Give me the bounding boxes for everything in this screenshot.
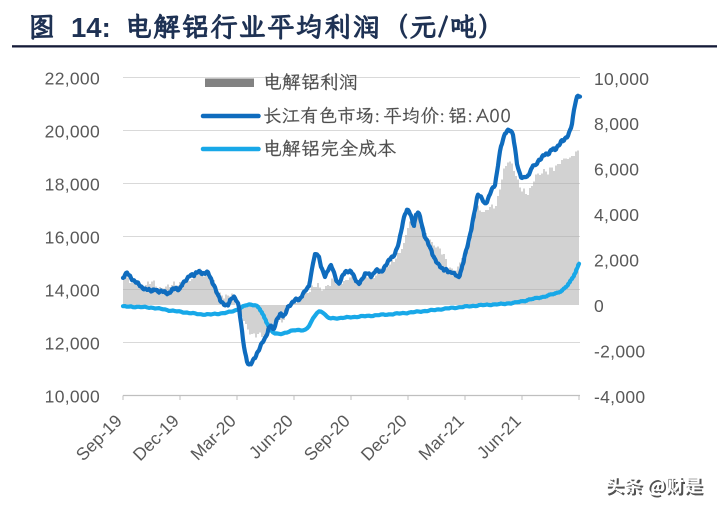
svg-text:16,000: 16,000	[45, 227, 100, 247]
svg-text:-2,000: -2,000	[594, 341, 645, 361]
svg-text:12,000: 12,000	[45, 333, 100, 353]
svg-text:6,000: 6,000	[594, 160, 639, 180]
svg-text:-4,000: -4,000	[594, 387, 645, 407]
svg-text:20,000: 20,000	[45, 121, 100, 141]
svg-text:0: 0	[594, 296, 604, 316]
svg-text:18,000: 18,000	[45, 174, 100, 194]
svg-text:8,000: 8,000	[594, 114, 639, 134]
svg-text:14:: 14:	[71, 12, 111, 43]
svg-text:22,000: 22,000	[45, 68, 100, 88]
svg-text:14,000: 14,000	[45, 280, 100, 300]
svg-text:10,000: 10,000	[45, 386, 100, 406]
svg-text:4,000: 4,000	[594, 205, 639, 225]
svg-text:2,000: 2,000	[594, 251, 639, 271]
svg-text:10,000: 10,000	[594, 69, 649, 89]
